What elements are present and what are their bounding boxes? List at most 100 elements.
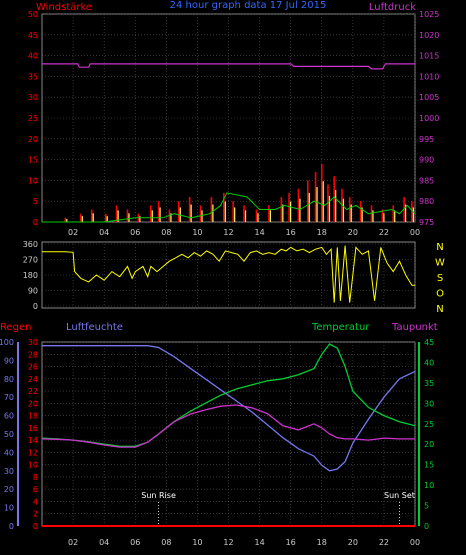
humidity-tick-label: 60 bbox=[4, 412, 14, 421]
legend-luftfeuchte: Luftfeuchte bbox=[66, 322, 123, 333]
wind-x-tick: 22 bbox=[379, 228, 389, 237]
temperature-tick-label: 20 bbox=[424, 440, 434, 449]
direction-tick-label: 0 bbox=[33, 302, 38, 311]
pressure-tick-label: 1005 bbox=[419, 93, 439, 102]
wind-x-tick: 04 bbox=[99, 228, 109, 237]
rain-tick-label: 22 bbox=[28, 387, 38, 396]
compass-label: O bbox=[436, 289, 444, 300]
humidity-tick-label: 50 bbox=[4, 430, 14, 439]
temperature-line bbox=[41, 343, 416, 447]
wind-tick-label: 25 bbox=[28, 114, 38, 123]
pressure-line bbox=[42, 63, 415, 70]
rain-tick-label: 6 bbox=[33, 485, 38, 494]
rain-tick-label: 8 bbox=[33, 473, 38, 482]
climate-x-tick: 04 bbox=[99, 538, 109, 547]
pressure-tick-label: 1010 bbox=[419, 72, 439, 81]
humidity-tick-label: 100 bbox=[0, 338, 14, 347]
wind-tick-label: 35 bbox=[28, 72, 38, 81]
rain-tick-label: 24 bbox=[28, 375, 38, 384]
wind-axis-label: Windstärke bbox=[36, 2, 92, 13]
rain-tick-label: 0 bbox=[33, 522, 38, 531]
climate-x-tick: 14 bbox=[254, 538, 264, 547]
temperature-tick-label: 15 bbox=[424, 461, 434, 470]
humidity-tick-label: 30 bbox=[4, 467, 14, 476]
legend-regen: Regen bbox=[0, 322, 32, 333]
rain-tick-label: 18 bbox=[28, 412, 38, 421]
humidity-tick-label: 90 bbox=[4, 356, 14, 365]
wind-tick-label: 10 bbox=[28, 176, 38, 185]
sunrise-label: Sun Rise bbox=[141, 491, 176, 500]
wind-x-tick: 06 bbox=[130, 228, 140, 237]
climate-x-tick: 10 bbox=[192, 538, 202, 547]
wind-x-tick: 12 bbox=[223, 228, 233, 237]
climate-x-tick: 00 bbox=[410, 538, 420, 547]
climate-x-tick: 20 bbox=[348, 538, 358, 547]
direction-tick-label: 90 bbox=[28, 287, 38, 296]
sunset-label: Sun Set bbox=[384, 491, 415, 500]
compass-label: N bbox=[436, 242, 443, 253]
legend-temperatur: Temperatur bbox=[311, 322, 370, 333]
rain-tick-label: 14 bbox=[28, 436, 38, 445]
pressure-tick-label: 1020 bbox=[419, 31, 439, 40]
climate-x-tick: 02 bbox=[68, 538, 78, 547]
rain-tick-label: 28 bbox=[28, 350, 38, 359]
wind-tick-label: 5 bbox=[33, 197, 38, 206]
wind-direction-line bbox=[42, 245, 415, 303]
pressure-tick-label: 985 bbox=[419, 176, 434, 185]
climate-x-tick: 16 bbox=[286, 538, 296, 547]
humidity-tick-label: 20 bbox=[4, 485, 14, 494]
humidity-line bbox=[42, 345, 416, 472]
wind-x-tick: 16 bbox=[286, 228, 296, 237]
pressure-tick-label: 990 bbox=[419, 156, 434, 165]
wind-tick-label: 15 bbox=[28, 156, 38, 165]
rain-tick-label: 12 bbox=[28, 448, 38, 457]
wind-x-tick: 18 bbox=[317, 228, 327, 237]
compass-label: N bbox=[436, 304, 443, 315]
wind-tick-label: 45 bbox=[28, 31, 38, 40]
rain-tick-label: 4 bbox=[33, 497, 38, 506]
wind-x-tick: 20 bbox=[348, 228, 358, 237]
wind-average-line bbox=[42, 192, 416, 223]
direction-tick-label: 180 bbox=[23, 271, 38, 280]
temperature-tick-label: 40 bbox=[424, 358, 434, 367]
direction-tick-label: 270 bbox=[23, 256, 38, 265]
climate-x-tick: 18 bbox=[317, 538, 327, 547]
temperature-tick-label: 10 bbox=[424, 481, 434, 490]
legend-taupunkt: Taupunkt bbox=[391, 322, 438, 333]
direction-tick-label: 360 bbox=[23, 240, 38, 249]
wind-x-tick: 02 bbox=[68, 228, 78, 237]
pressure-tick-label: 995 bbox=[419, 135, 434, 144]
rain-tick-label: 26 bbox=[28, 363, 38, 372]
humidity-tick-label: 80 bbox=[4, 375, 14, 384]
humidity-tick-label: 40 bbox=[4, 448, 14, 457]
rain-tick-label: 10 bbox=[28, 461, 38, 470]
climate-x-tick: 22 bbox=[379, 538, 389, 547]
humidity-tick-label: 0 bbox=[9, 522, 14, 531]
wind-tick-label: 30 bbox=[28, 93, 38, 102]
rain-tick-label: 2 bbox=[33, 510, 38, 519]
compass-label: S bbox=[437, 273, 443, 284]
pressure-tick-label: 975 bbox=[419, 218, 434, 227]
wind-x-tick: 08 bbox=[161, 228, 171, 237]
temperature-tick-label: 35 bbox=[424, 379, 434, 388]
temperature-tick-label: 45 bbox=[424, 338, 434, 347]
wind-x-tick: 14 bbox=[254, 228, 264, 237]
humidity-tick-label: 10 bbox=[4, 504, 14, 513]
pressure-tick-label: 1025 bbox=[419, 10, 439, 19]
pressure-axis-label: Luftdruck bbox=[369, 2, 416, 13]
climate-x-tick: 12 bbox=[223, 538, 233, 547]
rain-tick-label: 16 bbox=[28, 424, 38, 433]
temperature-tick-label: 5 bbox=[424, 502, 429, 511]
rain-tick-label: 20 bbox=[28, 399, 38, 408]
temperature-tick-label: 30 bbox=[424, 399, 434, 408]
wind-x-tick: 10 bbox=[192, 228, 202, 237]
wind-x-tick: 00 bbox=[410, 228, 420, 237]
pressure-tick-label: 1015 bbox=[419, 52, 439, 61]
wind-tick-label: 40 bbox=[28, 52, 38, 61]
pressure-tick-label: 1000 bbox=[419, 114, 439, 123]
temperature-tick-label: 0 bbox=[424, 522, 429, 531]
climate-x-tick: 06 bbox=[130, 538, 140, 547]
humidity-tick-label: 70 bbox=[4, 393, 14, 402]
